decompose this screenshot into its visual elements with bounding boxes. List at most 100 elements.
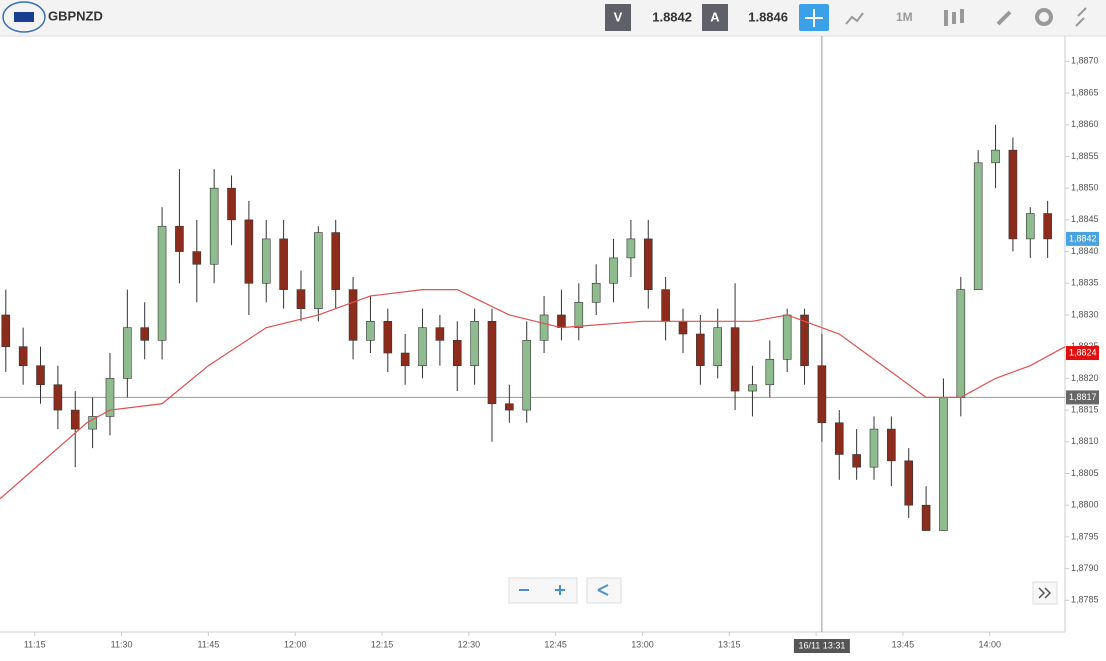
- candle-body: [331, 232, 341, 290]
- share-icon: [597, 584, 609, 596]
- candle-body: [782, 314, 792, 360]
- price-tag-label: 1,8842: [1069, 233, 1097, 243]
- x-tick-label: 11:45: [197, 639, 219, 649]
- y-tick-label: 1,8790: [1071, 563, 1099, 573]
- candle-body: [1025, 213, 1035, 240]
- candle-body: [557, 314, 566, 328]
- y-tick-label: 1,8860: [1071, 119, 1099, 129]
- candle-body: [973, 162, 983, 290]
- candle-body: [730, 327, 740, 392]
- y-tick-label: 1,8850: [1071, 183, 1099, 193]
- price-tag: [1066, 390, 1099, 405]
- candle-body: [227, 187, 236, 221]
- candle-body: [539, 314, 549, 341]
- candle-body: [939, 397, 948, 531]
- candle-body: [70, 409, 80, 430]
- candle-body: [18, 346, 28, 367]
- candle-body: [522, 340, 532, 411]
- candle-body: [834, 422, 844, 455]
- candle-body: [53, 384, 63, 411]
- symbol: GBPNZD: [48, 8, 103, 23]
- candle-body: [661, 289, 670, 322]
- candle-body: [921, 504, 931, 531]
- candle-body: [418, 327, 427, 367]
- candle-body: [105, 378, 115, 417]
- y-tick-label: 1,8820: [1071, 373, 1099, 383]
- price-tag-label: 1,8817: [1069, 392, 1097, 402]
- candle-body: [1, 314, 11, 347]
- y-tick-label: 1,8800: [1071, 500, 1099, 510]
- candle-body: [348, 289, 358, 341]
- candle-body: [314, 232, 323, 309]
- bid-price: 1.8842: [652, 9, 692, 24]
- fullscreen-icon[interactable]: [1075, 7, 1087, 27]
- price-tag-label: 1,8824: [1069, 347, 1097, 357]
- candle-body: [591, 282, 601, 303]
- candle-body: [366, 321, 375, 341]
- y-tick-label: 1,8805: [1071, 468, 1099, 478]
- candle-body: [956, 289, 966, 398]
- candle-body: [609, 257, 618, 284]
- y-tick-label: 1,8785: [1071, 595, 1099, 605]
- share-box[interactable]: [586, 577, 622, 604]
- candle-body: [817, 365, 827, 424]
- y-tick-label: 1,8840: [1071, 246, 1099, 256]
- price-tag: [1066, 231, 1099, 246]
- candle-body: [157, 225, 167, 341]
- crosshair-time-label: 16/11 13:31: [798, 640, 845, 650]
- settings-icon[interactable]: [1035, 8, 1053, 26]
- candle-body: [435, 327, 445, 341]
- candle-body: [904, 460, 914, 506]
- x-tick-label: 11:15: [24, 639, 46, 649]
- candle-body: [192, 251, 202, 265]
- x-tick-label: 13:15: [718, 639, 741, 649]
- candle-body: [748, 384, 757, 392]
- x-tick-label: 11:30: [111, 639, 133, 649]
- crosshair-icon: [805, 9, 823, 27]
- y-tick-label: 1,8810: [1071, 436, 1099, 446]
- x-tick-label: 13:00: [631, 639, 654, 649]
- x-tick-label: 12:30: [458, 639, 481, 649]
- candle-body: [244, 219, 254, 284]
- candle-body: [261, 238, 271, 284]
- y-tick-label: 1,8865: [1071, 87, 1099, 97]
- bid-button[interactable]: [605, 4, 631, 31]
- candle-body: [713, 327, 723, 367]
- candle-body: [209, 187, 219, 265]
- candle-body: [574, 301, 584, 328]
- candle-icon[interactable]: [944, 9, 964, 26]
- candle-body: [696, 333, 705, 367]
- scroll-icon: [1038, 587, 1052, 599]
- candle-body: [1008, 149, 1018, 240]
- candle-body: [279, 238, 288, 290]
- candle-body: [678, 321, 688, 335]
- y-tick-label: 1,8815: [1071, 404, 1099, 414]
- x-tick-label: 13:45: [892, 639, 915, 649]
- candle-body: [643, 238, 653, 290]
- y-tick-label: 1,8870: [1071, 56, 1099, 66]
- candle-body: [36, 365, 45, 386]
- candle-body: [88, 416, 97, 430]
- candle-body: [991, 149, 1000, 164]
- draw-icon[interactable]: [996, 10, 1012, 26]
- y-tick-label: 1,8795: [1071, 531, 1099, 541]
- flag-ring[interactable]: [2, 1, 46, 33]
- x-tick-label: 12:45: [544, 639, 567, 649]
- zoom-in[interactable]: [555, 585, 565, 595]
- candle-body: [626, 238, 636, 259]
- moving-average: [0, 289, 1066, 500]
- toolbar: [0, 0, 1106, 36]
- candle-body: [487, 321, 497, 405]
- ask-button[interactable]: [702, 4, 728, 31]
- x-tick-label: 12:00: [284, 639, 307, 649]
- candle-body: [383, 321, 393, 354]
- crosshair-time-tag: [793, 639, 850, 653]
- candle-body: [800, 314, 809, 367]
- chart-type-icon[interactable]: [845, 12, 864, 25]
- candle-body: [140, 327, 150, 341]
- x-tick-label: 14:00: [978, 639, 1001, 649]
- timeframe[interactable]: 1M: [896, 10, 913, 24]
- candle-body: [175, 225, 184, 252]
